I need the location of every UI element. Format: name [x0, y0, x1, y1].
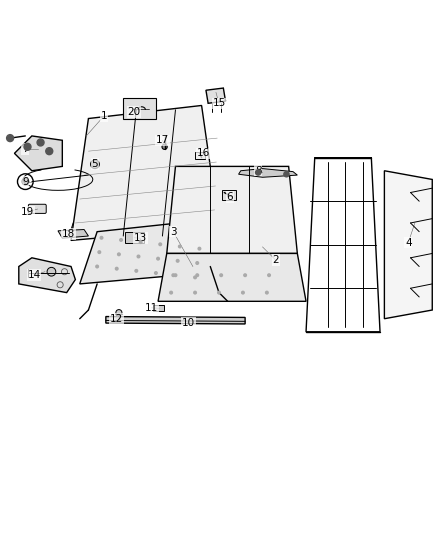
Circle shape [155, 272, 157, 274]
FancyBboxPatch shape [124, 232, 144, 244]
Text: 11: 11 [145, 303, 158, 313]
Circle shape [196, 274, 198, 277]
Text: 17: 17 [156, 135, 169, 146]
Circle shape [162, 144, 167, 149]
Polygon shape [206, 88, 226, 103]
Polygon shape [158, 254, 306, 301]
Circle shape [7, 135, 14, 142]
Circle shape [218, 292, 220, 294]
FancyBboxPatch shape [123, 98, 156, 118]
Circle shape [172, 274, 175, 277]
Text: 16: 16 [197, 148, 210, 158]
Circle shape [120, 239, 122, 241]
Text: 20: 20 [127, 107, 141, 117]
Polygon shape [106, 317, 245, 324]
Text: 15: 15 [212, 98, 226, 108]
FancyBboxPatch shape [195, 151, 205, 159]
Circle shape [177, 260, 179, 262]
FancyBboxPatch shape [153, 305, 164, 311]
Circle shape [244, 274, 247, 277]
Circle shape [255, 170, 261, 175]
Text: 18: 18 [62, 229, 75, 239]
Circle shape [194, 276, 196, 279]
Circle shape [22, 178, 29, 185]
Polygon shape [14, 136, 62, 171]
Text: 8: 8 [255, 166, 261, 176]
Text: 13: 13 [134, 233, 147, 243]
Text: 19: 19 [21, 207, 34, 217]
Circle shape [135, 270, 138, 272]
Circle shape [139, 241, 142, 244]
Text: 3: 3 [170, 227, 177, 237]
Circle shape [174, 274, 177, 277]
Circle shape [100, 237, 103, 239]
Circle shape [91, 160, 99, 168]
Polygon shape [80, 219, 228, 284]
Text: 14: 14 [28, 270, 41, 280]
Text: 2: 2 [272, 255, 279, 265]
Text: 10: 10 [182, 318, 195, 328]
Circle shape [268, 274, 270, 277]
Text: 5: 5 [92, 159, 98, 169]
Circle shape [98, 251, 101, 254]
Circle shape [242, 292, 244, 294]
FancyBboxPatch shape [28, 204, 46, 213]
Circle shape [170, 292, 173, 294]
FancyBboxPatch shape [222, 190, 236, 200]
Circle shape [220, 274, 223, 277]
Circle shape [24, 143, 31, 150]
Circle shape [265, 292, 268, 294]
Circle shape [196, 262, 198, 264]
Text: 7: 7 [22, 144, 28, 154]
Polygon shape [71, 106, 219, 240]
Polygon shape [167, 166, 297, 254]
Polygon shape [19, 258, 75, 293]
Text: 4: 4 [405, 238, 412, 247]
Circle shape [117, 253, 120, 256]
Circle shape [116, 268, 118, 270]
Polygon shape [58, 230, 88, 238]
Circle shape [37, 139, 44, 146]
Circle shape [157, 257, 159, 260]
Text: 12: 12 [110, 314, 124, 324]
Text: 1: 1 [100, 111, 107, 122]
Polygon shape [239, 168, 297, 177]
Circle shape [198, 247, 201, 250]
Text: 9: 9 [22, 176, 28, 187]
Circle shape [96, 265, 99, 268]
Circle shape [116, 310, 122, 316]
Circle shape [137, 255, 140, 258]
Circle shape [179, 245, 181, 248]
Circle shape [159, 243, 162, 246]
Circle shape [47, 268, 56, 276]
Circle shape [46, 148, 53, 155]
Text: 6: 6 [226, 192, 233, 202]
Circle shape [284, 172, 289, 177]
Polygon shape [385, 171, 432, 319]
Circle shape [194, 292, 196, 294]
